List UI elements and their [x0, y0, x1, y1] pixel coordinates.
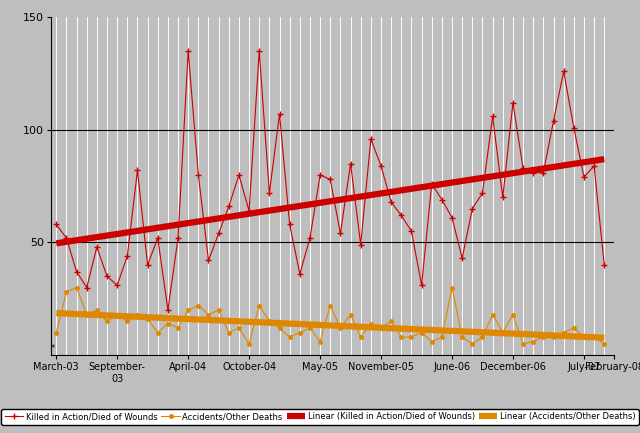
- Line: Killed in Action/Died of Wounds: Killed in Action/Died of Wounds: [54, 48, 607, 313]
- Killed in Action/Died of Wounds: [276, 112, 284, 117]
- Accidents/Other Deaths: [560, 330, 568, 335]
- Linear (Accidents/Other Deaths): [590, 335, 598, 340]
- Linear (Killed in Action/Died of Wounds): [540, 166, 547, 171]
- Accidents/Other Deaths: [600, 341, 608, 346]
- Linear (Killed in Action/Died of Wounds): [52, 241, 60, 246]
- Linear (Accidents/Other Deaths): [255, 320, 263, 325]
- Linear (Accidents/Other Deaths): [154, 315, 161, 320]
- Killed in Action/Died of Wounds: [205, 258, 212, 263]
- Linear (Killed in Action/Died of Wounds): [590, 158, 598, 163]
- Killed in Action/Died of Wounds: [52, 222, 60, 227]
- Killed in Action/Died of Wounds: [560, 69, 568, 74]
- Accidents/Other Deaths: [590, 334, 598, 339]
- Linear (Killed in Action/Died of Wounds): [154, 225, 161, 230]
- Text: *: *: [51, 344, 56, 353]
- Linear (Accidents/Other Deaths): [184, 317, 192, 322]
- Linear (Killed in Action/Died of Wounds): [255, 210, 263, 215]
- Killed in Action/Died of Wounds: [154, 236, 161, 241]
- Killed in Action/Died of Wounds: [184, 48, 192, 54]
- Accidents/Other Deaths: [195, 303, 202, 308]
- Linear (Killed in Action/Died of Wounds): [184, 220, 192, 226]
- Killed in Action/Died of Wounds: [590, 163, 598, 168]
- Legend: Killed in Action/Died of Wounds, Accidents/Other Deaths, Linear (Killed in Actio: Killed in Action/Died of Wounds, Acciden…: [1, 409, 639, 424]
- Linear (Accidents/Other Deaths): [600, 335, 608, 340]
- Accidents/Other Deaths: [245, 341, 253, 346]
- Accidents/Other Deaths: [73, 285, 81, 290]
- Linear (Accidents/Other Deaths): [540, 333, 547, 338]
- Line: Accidents/Other Deaths: Accidents/Other Deaths: [54, 285, 606, 346]
- Linear (Killed in Action/Died of Wounds): [600, 157, 608, 162]
- Killed in Action/Died of Wounds: [164, 307, 172, 313]
- Line: Linear (Accidents/Other Deaths): Linear (Accidents/Other Deaths): [56, 313, 604, 338]
- Killed in Action/Died of Wounds: [113, 283, 121, 288]
- Line: Linear (Killed in Action/Died of Wounds): Linear (Killed in Action/Died of Wounds): [56, 159, 604, 243]
- Accidents/Other Deaths: [124, 319, 131, 324]
- Accidents/Other Deaths: [52, 330, 60, 335]
- Linear (Killed in Action/Died of Wounds): [113, 231, 121, 236]
- Linear (Accidents/Other Deaths): [113, 313, 121, 318]
- Accidents/Other Deaths: [276, 326, 284, 331]
- Accidents/Other Deaths: [164, 321, 172, 326]
- Killed in Action/Died of Wounds: [600, 262, 608, 268]
- Linear (Accidents/Other Deaths): [52, 310, 60, 316]
